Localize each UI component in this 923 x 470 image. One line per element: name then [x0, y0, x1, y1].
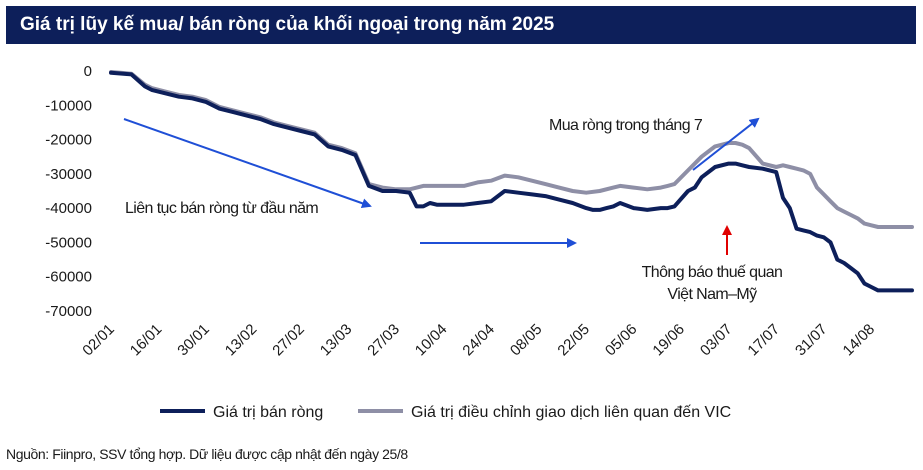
y-tick-label: 0 [84, 63, 92, 80]
x-tick-label: 02/01 [79, 321, 118, 360]
series-layer [109, 70, 914, 293]
x-tick-label: 22/05 [554, 321, 593, 360]
x-tick-label: 30/01 [174, 321, 213, 360]
x-tick-label: 05/06 [602, 321, 641, 360]
x-tick-label: 24/04 [459, 321, 498, 360]
legend: Giá trị bán ròng Giá trị điều chỉnh giao… [160, 404, 731, 421]
y-tick-label: -70000 [45, 303, 92, 320]
y-tick-label: -40000 [45, 200, 92, 217]
annotation-sell-since-start: Liên tục bán ròng từ đầu năm [125, 200, 318, 217]
x-axis: 02/01 16/01 30/01 13/02 27/02 13/03 27/03 10/04… [79, 321, 878, 360]
y-tick-label: -30000 [45, 166, 92, 183]
x-tick-label: 08/05 [507, 321, 546, 360]
arrow-selling-trend [123, 118, 372, 209]
x-tick-label: 17/07 [744, 321, 783, 360]
annotation-buy-july: Mua ròng trong tháng 7 [549, 117, 703, 134]
x-tick-label: 03/07 [697, 321, 736, 360]
x-tick-label: 27/02 [269, 321, 308, 360]
x-tick-label: 13/03 [317, 321, 356, 360]
x-tick-label: 13/02 [222, 321, 261, 360]
annotation-tariff-line1: Thông báo thuế quan [642, 264, 783, 281]
x-tick-label: 31/07 [792, 321, 831, 360]
y-tick-label: -10000 [45, 97, 92, 114]
legend-label-adjusted: Giá trị điều chỉnh giao dịch liên quan đ… [411, 404, 731, 421]
y-tick-label: -50000 [45, 234, 92, 251]
legend-label-net: Giá trị bán ròng [213, 404, 323, 421]
annotation-tariff-line2: Việt Nam–Mỹ [667, 286, 757, 303]
x-tick-label: 27/03 [364, 321, 403, 360]
annotation-arrows [123, 117, 760, 255]
x-tick-label: 14/08 [840, 321, 879, 360]
arrow-july-buy [692, 117, 760, 171]
x-tick-label: 16/01 [127, 321, 166, 360]
x-tick-label: 10/04 [412, 321, 451, 360]
source-note: Nguồn: Fiinpro, SSV tổng hợp. Dữ liệu đư… [6, 446, 408, 462]
x-tick-label: 19/06 [649, 321, 688, 360]
y-tick-label: -20000 [45, 132, 92, 149]
series-line-net [109, 70, 914, 293]
chart-title: Giá trị lũy kế mua/ bán ròng của khối ng… [6, 6, 916, 44]
y-axis: 0 -10000 -20000 -30000 -40000 -50000 -60000 -70… [45, 63, 92, 320]
y-tick-label: -60000 [45, 269, 92, 286]
